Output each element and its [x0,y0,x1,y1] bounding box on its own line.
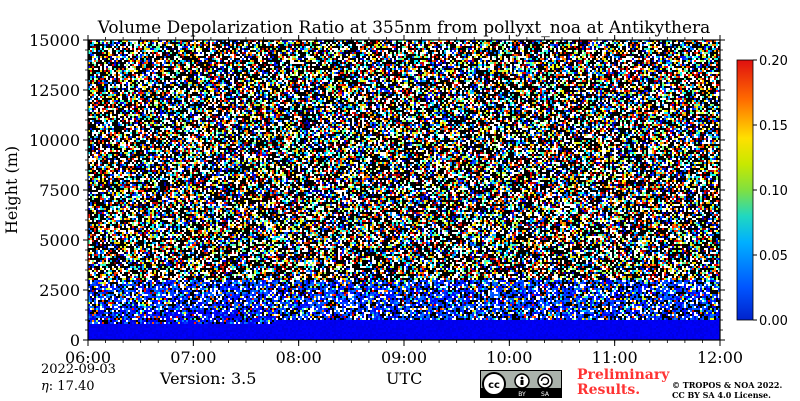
eta-symbol: η [41,379,49,394]
y-axis-label: Height (m) [2,146,21,234]
y-tick-label: 7500 [39,181,80,200]
heatmap-field [88,40,720,340]
cc-icon [482,372,506,396]
y-axis: 0 2500 5000 7500 10000 12500 15000 [29,31,725,350]
colorbar-gradient [736,59,754,321]
x-tick-label: 09:00 [381,348,427,367]
sa-icon [537,373,553,389]
x-tick-label: 07:00 [170,348,216,367]
colorbar-tick-label: 0.10 [759,184,788,199]
x-tick-label: 08:00 [276,348,322,367]
colorbar: 0.00 0.05 0.10 0.15 0.20 [736,54,788,329]
x-axis: 06:00 07:00 08:00 09:00 10:00 11:00 12:00 [65,35,743,367]
colorbar-tick-label: 0.20 [759,54,788,69]
y-tick-label: 15000 [29,31,80,50]
x-tick-label: 11:00 [592,348,638,367]
copyright-label: © TROPOS & NOA 2022. CC BY SA 4.0 Licens… [672,380,797,400]
colorbar-tick-label: 0.15 [759,119,788,134]
version-label: Version: 3.5 [160,369,257,388]
by-text: BY [518,391,526,397]
x-tick-label: 06:00 [65,348,111,367]
y-tick-label: 0 [70,331,80,350]
colorbar-tick-label: 0.00 [759,314,788,329]
y-tick-label: 2500 [39,281,80,300]
copyright-line-2: CC BY SA 4.0 License. [672,390,771,400]
preliminary-label: Preliminary Results. [577,367,670,398]
cc-license-badge: cc BY SA [480,370,562,398]
colorbar-tick-label: 0.05 [759,249,788,264]
chart-title: Volume Depolarization Ratio at 355nm fro… [97,18,711,38]
copyright-line-1: © TROPOS & NOA 2022. [672,380,783,390]
eta-label: η: 17.40 [41,379,95,394]
eta-value: : 17.40 [48,379,95,394]
x-tick-label: 12:00 [697,348,743,367]
y-tick-label: 10000 [29,131,80,150]
colorbar-ticks: 0.00 0.05 0.10 0.15 0.20 [753,54,788,329]
date-label: 2022-09-03 [41,362,116,377]
sa-text: SA [541,391,550,397]
x-axis-label: UTC [386,369,423,388]
y-tick-label: 12500 [29,81,80,100]
cc-text: cc [488,380,500,391]
x-tick-label: 10:00 [486,348,532,367]
y-tick-label: 5000 [39,231,80,250]
